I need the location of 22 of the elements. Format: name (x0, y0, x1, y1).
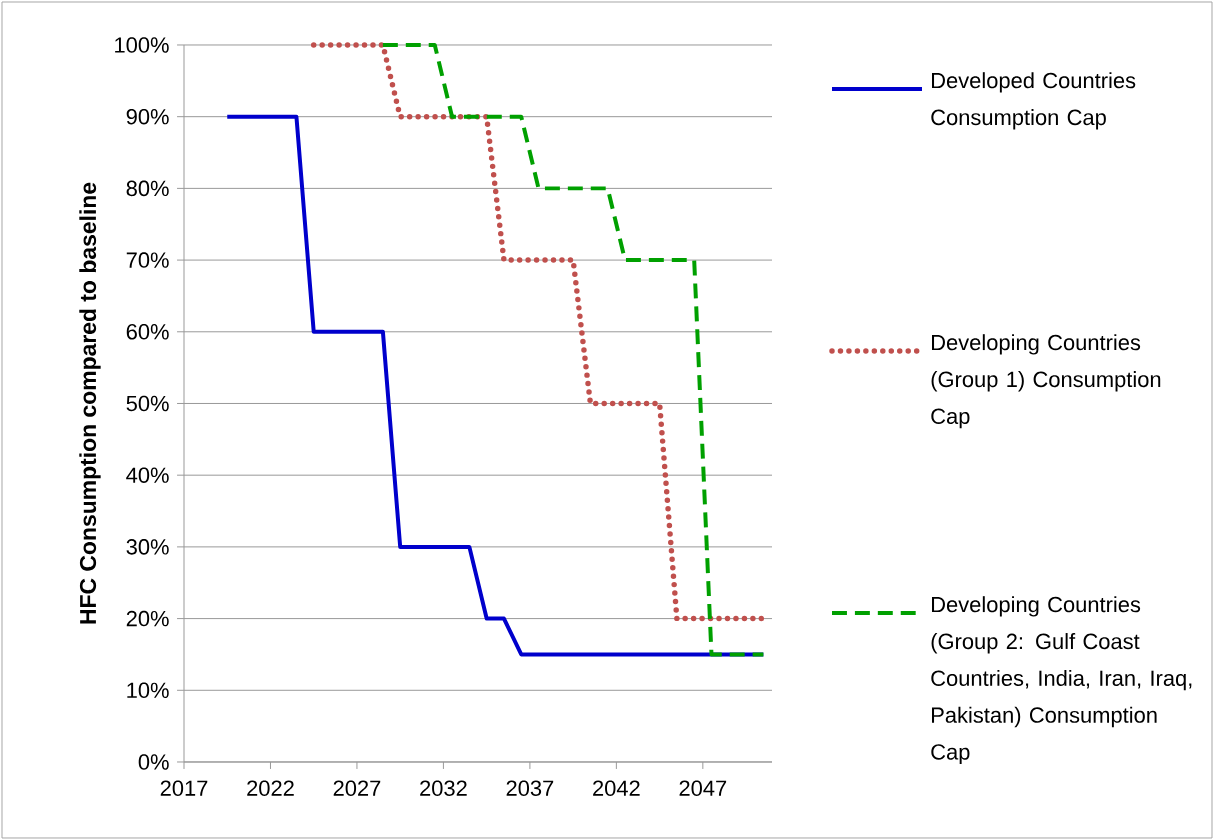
x-tick-label: 2032 (420, 780, 467, 796)
y-tick-label: 90% (126, 108, 169, 125)
y-tick-label: 30% (126, 539, 169, 555)
y-axis-title: HFC Consumption compared to baseline (79, 182, 101, 624)
y-tick-label: 20% (126, 610, 169, 627)
y-tick-label: 0% (138, 754, 169, 770)
y-tick-label: 50% (126, 395, 169, 412)
y-tick-label: 70% (126, 252, 169, 268)
y-tick-label: 10% (127, 682, 169, 699)
legend-label: Developing Countries (Group 2: Gulf Coast Countries, India, Iran, Iraq, Pakistan) Consumption Cap (931, 596, 1192, 765)
x-tick-label: 2047 (679, 780, 727, 796)
y-tick-label: 40% (126, 467, 169, 483)
x-tick-label: 2037 (506, 780, 554, 796)
y-tick-label: 60% (126, 324, 169, 340)
y-tick-label: 100% (115, 37, 169, 53)
x-tick-label: 2027 (333, 780, 381, 796)
x-tick-label: 2042 (593, 780, 640, 796)
x-tick-label: 2022 (247, 780, 294, 796)
y-tick-label: 80% (126, 180, 169, 197)
legend-label: Developed Countries Consumption Cap (931, 72, 1136, 130)
x-tick-label: 2017 (160, 780, 208, 796)
legend-label: Developing Countries (Group 1) Consumption Cap (931, 334, 1161, 429)
